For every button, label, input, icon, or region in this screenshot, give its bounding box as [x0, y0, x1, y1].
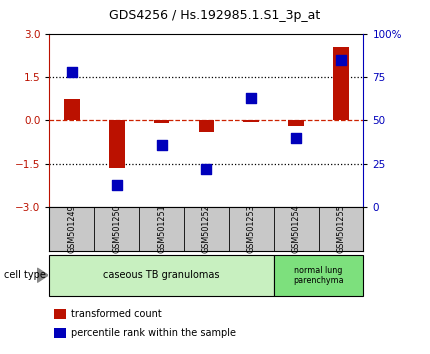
Text: caseous TB granulomas: caseous TB granulomas	[103, 270, 220, 280]
Point	[113, 182, 120, 187]
Text: GSM501251: GSM501251	[157, 204, 166, 253]
FancyBboxPatch shape	[273, 255, 363, 296]
Point	[203, 166, 210, 172]
Point	[338, 57, 344, 62]
Point	[158, 142, 165, 148]
Bar	[243, 120, 259, 122]
Bar	[109, 120, 125, 168]
Text: GSM501255: GSM501255	[336, 204, 345, 253]
Point	[68, 69, 75, 75]
Text: GDS4256 / Hs.192985.1.S1_3p_at: GDS4256 / Hs.192985.1.S1_3p_at	[109, 9, 321, 22]
Point	[293, 135, 300, 141]
Text: transformed count: transformed count	[71, 309, 162, 319]
Bar	[333, 47, 349, 120]
FancyBboxPatch shape	[49, 255, 273, 296]
Text: cell type: cell type	[4, 270, 46, 280]
Bar	[154, 120, 169, 123]
Text: GSM501253: GSM501253	[247, 204, 256, 253]
Text: GSM501250: GSM501250	[112, 204, 121, 253]
Text: GSM501249: GSM501249	[68, 204, 77, 253]
Text: GSM501252: GSM501252	[202, 204, 211, 253]
Bar	[199, 120, 214, 132]
Bar	[64, 99, 80, 120]
Bar	[288, 120, 304, 126]
Text: normal lung
parenchyma: normal lung parenchyma	[293, 266, 344, 285]
Polygon shape	[37, 268, 48, 282]
Text: GSM501254: GSM501254	[292, 204, 301, 253]
Text: percentile rank within the sample: percentile rank within the sample	[71, 328, 236, 338]
Point	[248, 95, 255, 101]
